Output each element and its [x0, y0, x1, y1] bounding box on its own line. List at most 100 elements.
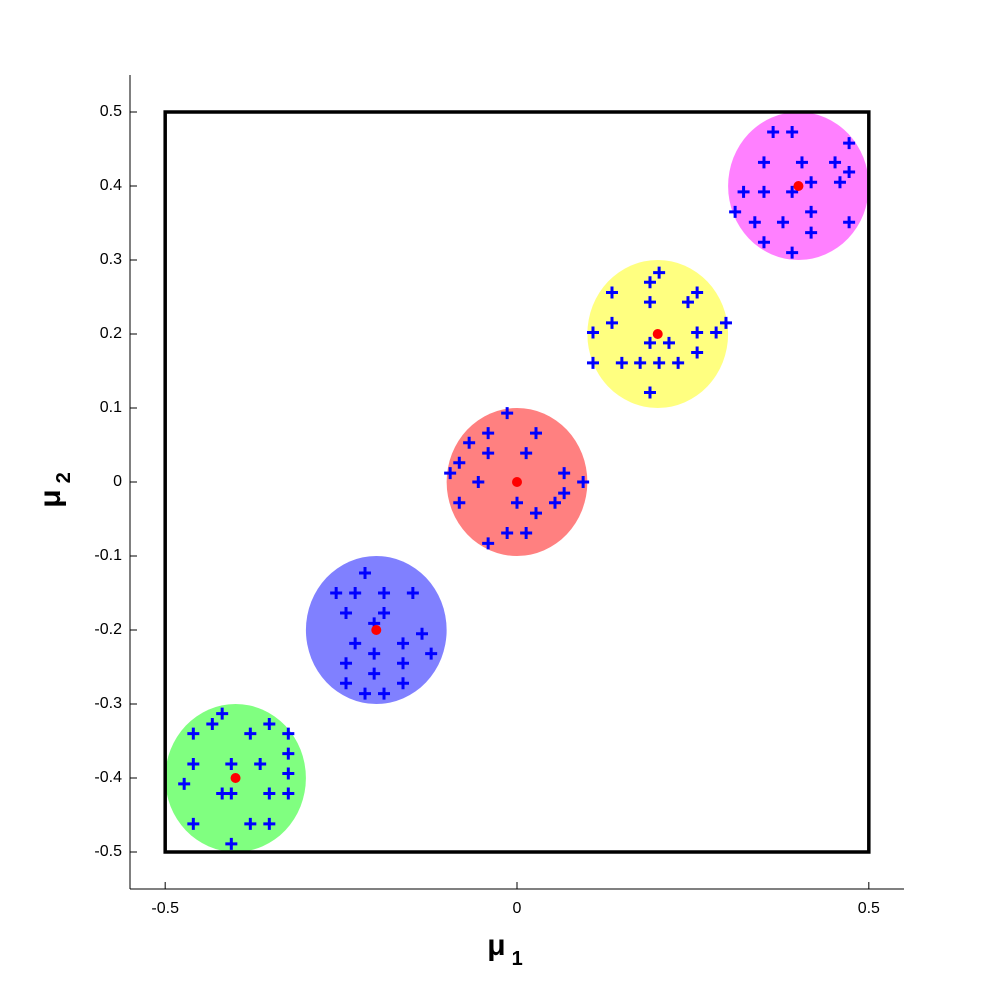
sample-point [729, 205, 742, 218]
sample-point [520, 527, 533, 540]
sample-point [653, 356, 666, 369]
y-label: μ2 [34, 472, 75, 507]
x-label-symbol: μ [487, 929, 505, 962]
sample-point [340, 677, 353, 690]
y-tick-label: -0.4 [94, 769, 122, 786]
y-label-symbol: μ [34, 489, 67, 507]
sample-point [737, 185, 750, 198]
sample-point [425, 647, 438, 660]
sample-point [282, 727, 295, 740]
sample-point [634, 356, 647, 369]
sample-point [805, 226, 818, 239]
sample-point [672, 356, 685, 369]
sample-point [482, 427, 495, 440]
sample-point [805, 176, 818, 189]
sample-point [444, 467, 457, 480]
sample-point [643, 296, 656, 309]
sample-point [368, 647, 381, 660]
sample-point [359, 567, 372, 580]
sample-point [406, 587, 419, 599]
sample-point [397, 637, 410, 650]
sample-point [795, 156, 808, 169]
sample-point [340, 657, 353, 670]
sample-point [482, 537, 495, 550]
sample-point [786, 125, 799, 138]
sample-point [225, 757, 238, 770]
sample-point [805, 205, 818, 218]
y-tick-label: -0.3 [94, 695, 122, 712]
sample-point [691, 326, 704, 339]
sample-point [501, 407, 514, 420]
sample-point [577, 476, 590, 488]
sample-point [244, 817, 257, 830]
sample-point [691, 286, 704, 299]
sample-point [681, 296, 694, 309]
sample-point [719, 316, 732, 329]
center-point [512, 477, 522, 487]
x-tick-label: 0 [513, 900, 522, 917]
sample-point [662, 336, 675, 349]
sample-point [187, 727, 200, 740]
x-tick-label: -0.5 [151, 900, 179, 917]
sample-point [397, 677, 410, 690]
sample-point [776, 216, 789, 229]
sample-point [359, 687, 372, 700]
y-tick-label: 0.1 [100, 399, 122, 416]
y-label-subscript: 2 [53, 472, 75, 483]
sample-point [520, 447, 533, 460]
sample-point [349, 587, 362, 599]
sample-point [529, 427, 542, 440]
sample-point [586, 356, 599, 369]
sample-point [691, 346, 704, 359]
sample-point [254, 757, 267, 770]
sample-point [511, 496, 523, 509]
sample-point [340, 606, 353, 619]
sample-point [472, 476, 485, 488]
domain-box [163, 110, 871, 854]
sample-point [757, 185, 770, 198]
sample-point [786, 185, 799, 198]
sample-point [206, 717, 219, 730]
x-label-subscript: 1 [512, 948, 523, 970]
y-tick-label: 0.4 [100, 177, 122, 194]
sample-point [643, 336, 656, 349]
sample-point [605, 286, 618, 299]
sample-point [187, 757, 200, 770]
sample-point [453, 496, 466, 509]
sample-point [178, 777, 191, 790]
sample-point [263, 717, 276, 730]
center-point [230, 773, 241, 783]
y-tick-label: -0.2 [94, 621, 122, 638]
sample-point [757, 236, 770, 249]
sample-point [767, 125, 780, 138]
sample-point [529, 507, 542, 520]
sample-point [558, 467, 571, 480]
y-tick-label: 0.3 [100, 251, 122, 268]
sample-point [843, 216, 856, 229]
sample-point [263, 817, 276, 830]
sample-point [548, 496, 561, 509]
sample-point [368, 667, 381, 680]
sample-point [843, 137, 856, 150]
sample-point [829, 156, 842, 169]
sample-point [187, 817, 200, 830]
sample-point [244, 727, 257, 740]
y-tick-label: 0.5 [100, 103, 122, 120]
sample-point [282, 747, 295, 760]
sample-point [216, 707, 229, 720]
sample-point [643, 386, 656, 399]
sample-point [757, 156, 770, 169]
sample-point [843, 165, 856, 178]
sample-point [225, 787, 238, 800]
sample-point [378, 587, 391, 599]
sample-point [397, 657, 410, 670]
sample-point [786, 246, 799, 259]
sample-point [710, 326, 723, 339]
sample-point [378, 606, 391, 619]
y-tick-label: -0.5 [94, 843, 122, 860]
sample-point [833, 176, 846, 189]
sample-point [605, 316, 618, 329]
y-tick-label: 0 [113, 473, 122, 490]
center-point [371, 625, 382, 635]
